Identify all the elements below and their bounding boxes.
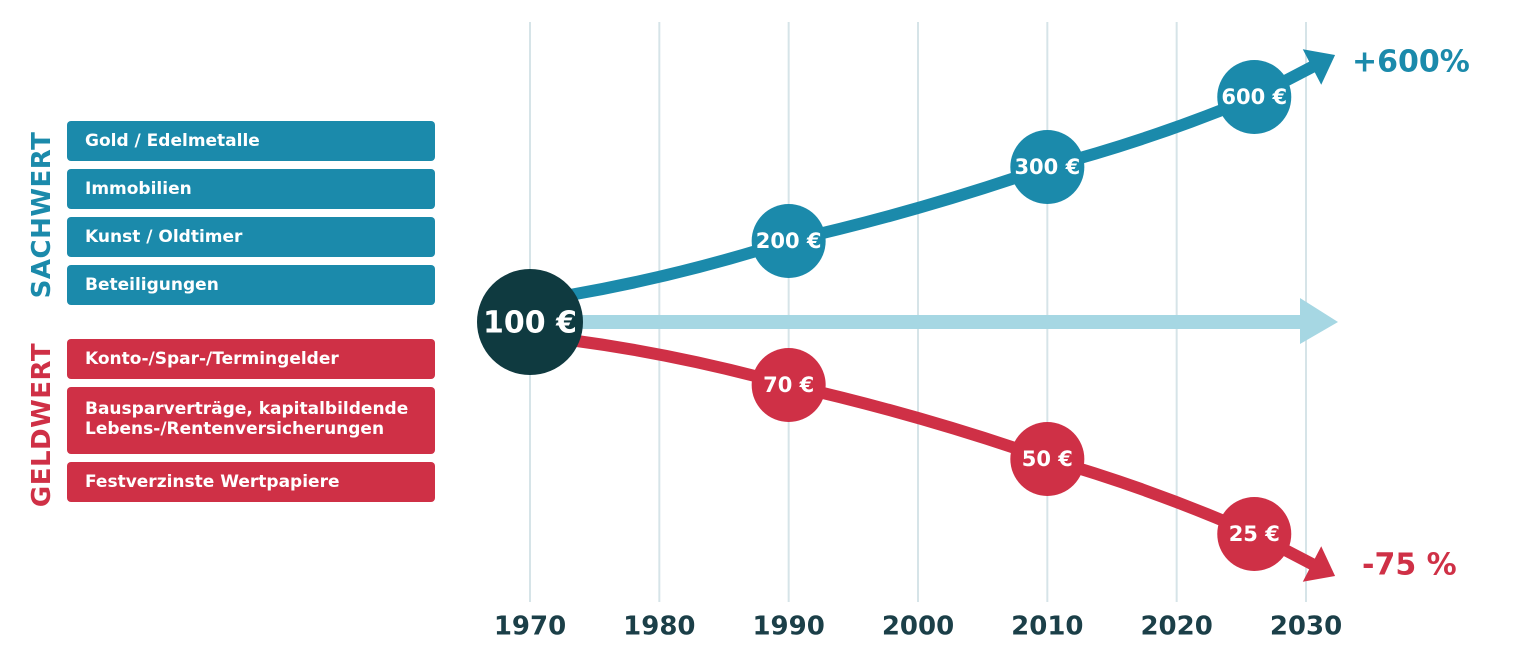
- geldwert-point-label: 25 €: [1229, 522, 1280, 546]
- sachwert-point: [1010, 130, 1085, 204]
- sachwert-point-label: 300 €: [1014, 155, 1080, 179]
- start-point-label: 100 €: [483, 306, 577, 341]
- category-immobilien: Immobilien: [67, 169, 435, 209]
- x-tick-label: 1980: [623, 612, 695, 642]
- category-bauspar: Bausparverträge, kapitalbildende Lebens-…: [67, 387, 435, 454]
- geldwert-point: [1217, 497, 1292, 571]
- x-tick-label: 1970: [494, 612, 566, 642]
- geldwert-end-label: -75 %: [1362, 548, 1457, 583]
- sachwert-point: [751, 204, 826, 278]
- category-kunst: Kunst / Oldtimer: [67, 217, 435, 257]
- geldwert-arrow-head: [1302, 546, 1336, 582]
- geldwert-group-label: GELDWERT: [27, 342, 57, 508]
- geldwert-point-label: 50 €: [1022, 447, 1073, 471]
- sachwert-line: [564, 61, 1318, 301]
- geldwert-line: [564, 334, 1318, 570]
- geldwert-point: [751, 348, 826, 422]
- neutral-arrow-head: [1300, 298, 1338, 344]
- x-tick-label: 2010: [1011, 612, 1083, 642]
- x-tick-label: 2020: [1140, 612, 1212, 642]
- x-tick-label: 2000: [882, 612, 954, 642]
- category-festverzinst: Festverzinste Wertpapiere: [67, 462, 435, 502]
- sachwert-group-label: SACHWERT: [27, 131, 57, 299]
- geldwert-point-label: 70 €: [763, 373, 814, 397]
- sachwert-point-label: 200 €: [756, 229, 822, 253]
- geldwert-point: [1010, 422, 1085, 496]
- sachwert-point: [1217, 60, 1292, 134]
- category-gold: Gold / Edelmetalle: [67, 121, 435, 161]
- x-tick-label: 1990: [752, 612, 824, 642]
- sachwert-end-label: +600%: [1352, 45, 1470, 80]
- start-point: [477, 269, 583, 375]
- sachwert-arrow-head: [1302, 49, 1336, 85]
- category-konto: Konto-/Spar-/Termingelder: [67, 339, 435, 379]
- category-beteiligungen: Beteiligungen: [67, 265, 435, 305]
- sachwert-point-label: 600 €: [1221, 85, 1287, 109]
- x-tick-label: 2030: [1270, 612, 1342, 642]
